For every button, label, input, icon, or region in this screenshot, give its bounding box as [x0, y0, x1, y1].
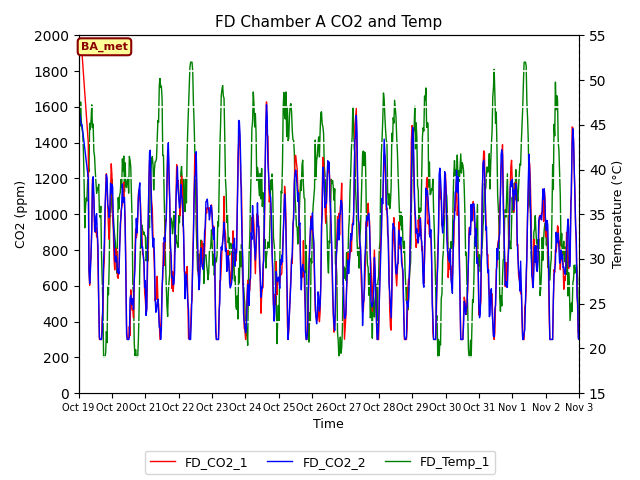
FD_CO2_2 — [391, 225, 399, 230]
FD_Temp_1 — [75, 175, 83, 180]
FD_Temp_1 — [187, 60, 195, 65]
Text: BA_met: BA_met — [81, 42, 128, 52]
FD_CO2_2 — [262, 102, 270, 108]
FD_CO2_1 — [187, 325, 195, 331]
FD_CO2_2 — [187, 336, 195, 342]
Line: FD_CO2_2: FD_CO2_2 — [79, 105, 579, 339]
FD_CO2_1 — [84, 130, 92, 136]
Line: FD_CO2_1: FD_CO2_1 — [79, 36, 579, 339]
FD_CO2_2 — [84, 169, 92, 175]
FD_CO2_1 — [136, 196, 143, 202]
FD_CO2_2 — [405, 274, 413, 280]
Title: FD Chamber A CO2 and Temp: FD Chamber A CO2 and Temp — [215, 15, 442, 30]
Y-axis label: Temperature (°C): Temperature (°C) — [612, 160, 625, 268]
FD_CO2_2 — [213, 336, 221, 342]
FD_Temp_1 — [100, 354, 108, 360]
FD_Temp_1 — [575, 323, 583, 329]
FD_CO2_2 — [136, 180, 143, 186]
FD_CO2_1 — [75, 33, 83, 38]
FD_Temp_1 — [214, 219, 221, 225]
FD_CO2_2 — [96, 336, 104, 342]
FD_Temp_1 — [136, 264, 143, 269]
FD_CO2_1 — [213, 336, 221, 342]
FD_CO2_1 — [390, 215, 397, 221]
FD_CO2_1 — [575, 336, 583, 342]
FD_Temp_1 — [188, 60, 195, 65]
FD_CO2_2 — [75, 104, 83, 110]
FD_CO2_2 — [575, 336, 583, 342]
Line: FD_Temp_1: FD_Temp_1 — [79, 62, 579, 357]
FD_Temp_1 — [391, 97, 399, 103]
FD_CO2_1 — [404, 276, 412, 282]
FD_Temp_1 — [405, 278, 413, 284]
Legend: FD_CO2_1, FD_CO2_2, FD_Temp_1: FD_CO2_1, FD_CO2_2, FD_Temp_1 — [145, 451, 495, 474]
FD_Temp_1 — [84, 180, 92, 185]
X-axis label: Time: Time — [314, 419, 344, 432]
FD_CO2_1 — [95, 336, 103, 342]
Y-axis label: CO2 (ppm): CO2 (ppm) — [15, 180, 28, 248]
